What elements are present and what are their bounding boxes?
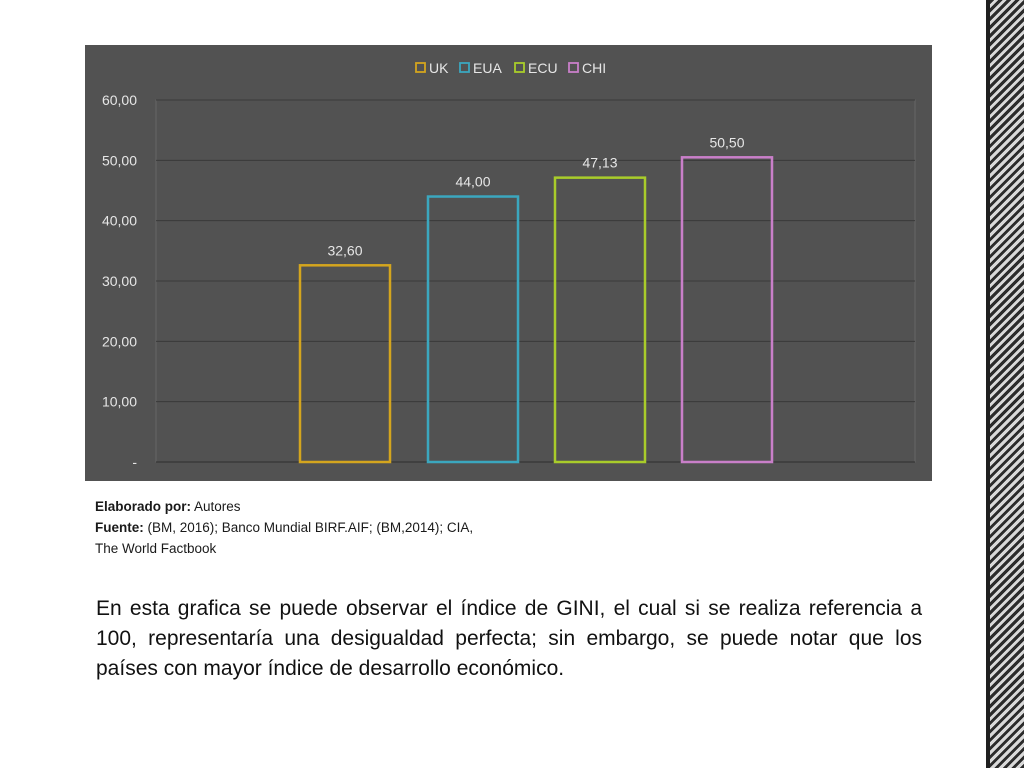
legend-label-ecu: ECU bbox=[528, 60, 558, 76]
legend-swatch-ecu bbox=[514, 62, 525, 73]
bar-chi bbox=[680, 156, 774, 464]
made-by-value: Autores bbox=[191, 499, 241, 514]
slide-edge-pattern bbox=[990, 0, 1024, 768]
source-label: Fuente: bbox=[95, 520, 144, 535]
legend-label-uk: UK bbox=[429, 60, 449, 76]
slide-edge-rule bbox=[986, 0, 990, 768]
legend-label-chi: CHI bbox=[582, 60, 606, 76]
chart-caption: Elaborado por: Autores Fuente: (BM, 2016… bbox=[95, 496, 535, 559]
bar-ecu bbox=[553, 176, 647, 464]
source-value: (BM, 2016); Banco Mundial BIRF.AIF; (BM,… bbox=[143, 520, 474, 535]
y-tick-label: 30,00 bbox=[102, 273, 137, 289]
made-by-label: Elaborado por: bbox=[95, 499, 192, 514]
source-line: Fuente: (BM, 2016); Banco Mundial BIRF.A… bbox=[95, 517, 535, 538]
chart-area: - 10,00 20,00 30,00 40,00 50,00 60,00 32,60 44,0… bbox=[85, 45, 932, 481]
body-paragraph: En esta grafica se puede observar el índ… bbox=[96, 597, 922, 680]
legend-swatch-chi bbox=[568, 62, 579, 73]
legend-swatch-eua bbox=[459, 62, 470, 73]
gini-bar-chart: - 10,00 20,00 30,00 40,00 50,00 60,00 32,60 44,0… bbox=[102, 60, 916, 470]
y-tick-label: 50,00 bbox=[102, 152, 137, 168]
y-tick-label: 20,00 bbox=[102, 333, 137, 349]
y-tick-label: 60,00 bbox=[102, 92, 137, 108]
data-label-chi: 50,50 bbox=[709, 134, 744, 150]
data-label-ecu: 47,13 bbox=[582, 155, 617, 171]
data-label-uk: 32,60 bbox=[327, 242, 362, 258]
y-tick-label: 40,00 bbox=[102, 213, 137, 229]
source-line-2: The World Factbook bbox=[95, 541, 217, 556]
y-tick-label: - bbox=[132, 454, 137, 470]
data-label-eua: 44,00 bbox=[455, 174, 490, 190]
made-by-line: Elaborado por: Autores bbox=[95, 496, 535, 517]
legend-label-eua: EUA bbox=[473, 60, 502, 76]
legend-swatch-uk bbox=[415, 62, 426, 73]
y-tick-label: 10,00 bbox=[102, 394, 137, 410]
bar-uk bbox=[298, 264, 392, 464]
bar-eua bbox=[426, 195, 520, 464]
